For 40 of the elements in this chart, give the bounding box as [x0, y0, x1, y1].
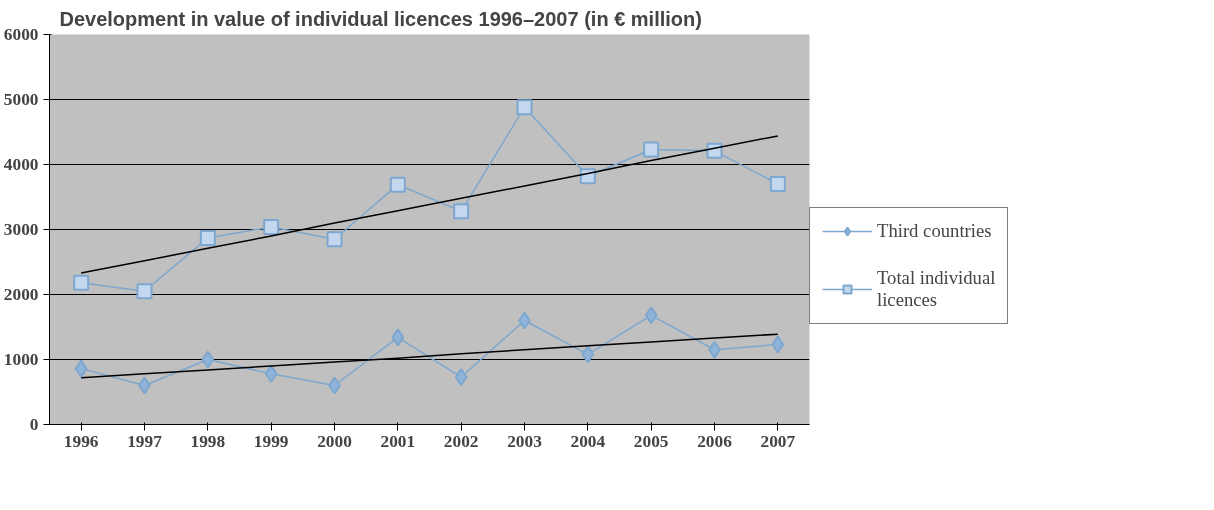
point: [771, 335, 785, 354]
x-tick-label: 2001: [380, 431, 416, 451]
point: [391, 328, 405, 347]
x-tick-label: 2004: [570, 431, 606, 451]
point: [643, 141, 660, 158]
y-tick-label: 2000: [3, 285, 39, 304]
x-tick-label: 2000: [317, 431, 352, 451]
x-tick-label: 1996: [63, 431, 99, 451]
point: [264, 364, 278, 383]
legend-label: Total individual licences: [877, 267, 996, 311]
x-tick-label: 1999: [253, 431, 289, 451]
point: [73, 274, 90, 291]
point: [201, 350, 215, 369]
point: [453, 203, 470, 220]
x-tick-label: 2006: [697, 431, 733, 451]
x-tick-label: 2005: [633, 431, 669, 451]
x-tick-label: 2002: [443, 431, 479, 451]
point: [199, 229, 216, 246]
x-tick-label: 1998: [190, 431, 226, 451]
point: [454, 368, 468, 387]
x-tick-label: 2007: [760, 431, 796, 451]
x-tick-label: 2003: [507, 431, 543, 451]
legend-label: Third countries: [877, 220, 992, 242]
point: [263, 218, 280, 235]
chart-title: Development in value of individual licences 1996–2007 (in € million): [59, 7, 702, 30]
y-tick-label: 0: [29, 415, 39, 434]
y-tick-label: 5000: [3, 90, 39, 109]
y-tick-label: 1000: [3, 350, 39, 369]
point: [389, 176, 406, 193]
point: [74, 359, 88, 378]
y-tick-label: 4000: [3, 155, 39, 174]
point: [516, 99, 533, 116]
point: [136, 283, 153, 300]
y-tick-label: 6000: [3, 25, 39, 44]
point: [581, 345, 595, 364]
point: [326, 231, 343, 248]
point: [769, 176, 786, 192]
y-tick-label: 3000: [3, 220, 39, 239]
x-tick-label: 1997: [127, 431, 163, 451]
point: [644, 306, 658, 325]
